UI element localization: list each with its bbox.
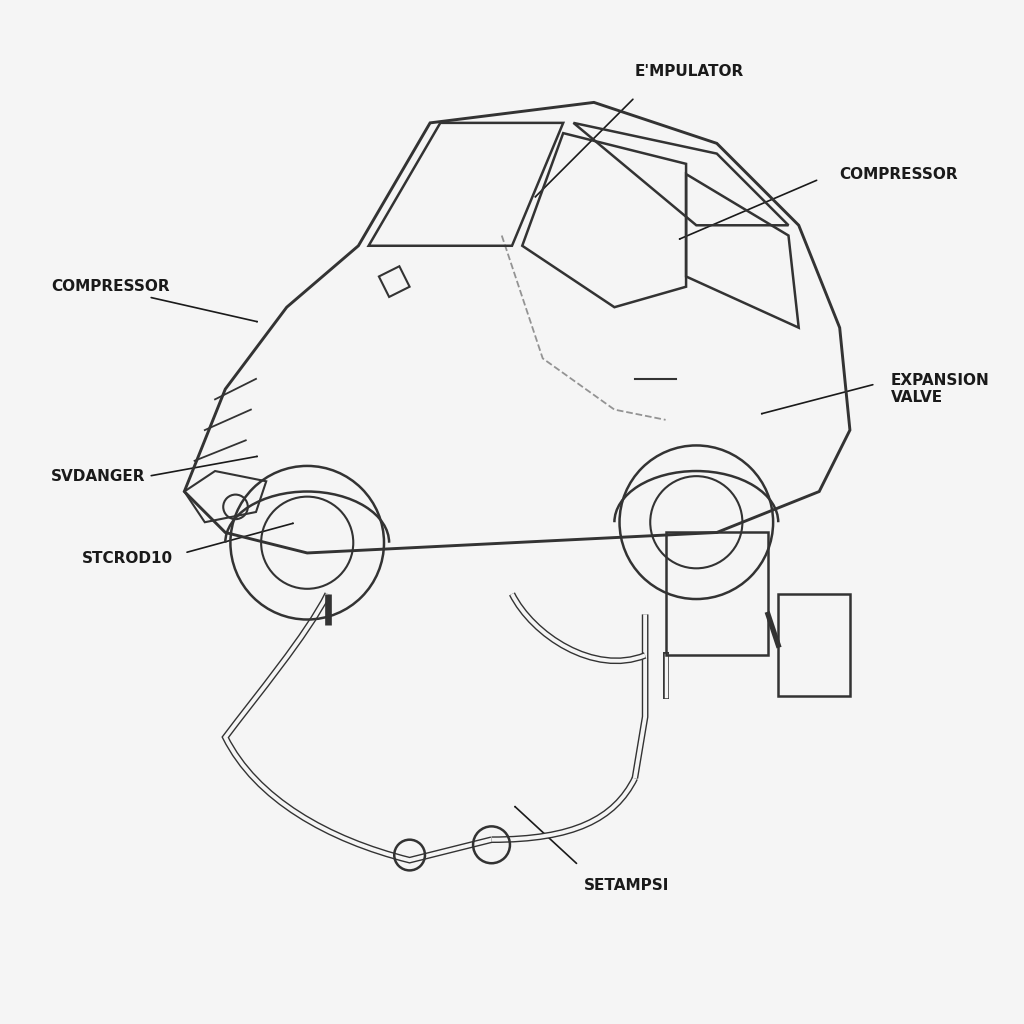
Text: STCROD10: STCROD10 (82, 551, 173, 565)
Text: COMPRESSOR: COMPRESSOR (51, 280, 170, 294)
Text: COMPRESSOR: COMPRESSOR (840, 167, 958, 181)
Text: EXPANSION
VALVE: EXPANSION VALVE (891, 373, 989, 406)
Text: E'MPULATOR: E'MPULATOR (635, 65, 744, 79)
Bar (778, 594, 850, 696)
Text: SETAMPSI: SETAMPSI (584, 879, 669, 893)
Text: SVDANGER: SVDANGER (51, 469, 145, 483)
Bar (666, 532, 768, 655)
